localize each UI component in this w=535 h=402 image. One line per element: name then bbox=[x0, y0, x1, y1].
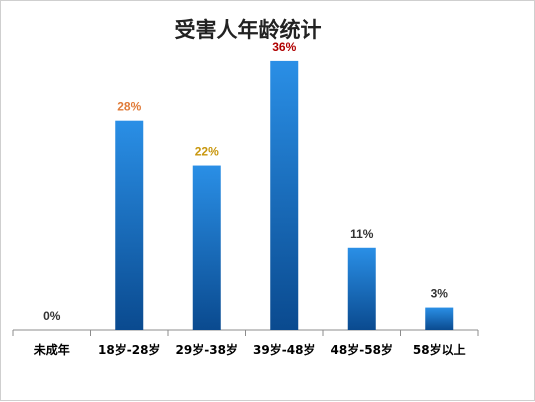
x-tick-label: 29岁-38岁 bbox=[176, 342, 238, 357]
bar bbox=[270, 60, 299, 331]
data-label: 3% bbox=[431, 287, 449, 301]
bar bbox=[425, 307, 454, 330]
data-label: 28% bbox=[117, 100, 141, 114]
x-tick-label: 18岁-28岁 bbox=[98, 342, 160, 357]
data-label: 22% bbox=[195, 145, 219, 159]
x-tick-label: 未成年 bbox=[33, 342, 70, 357]
data-label: 36% bbox=[272, 40, 296, 54]
x-tick-label: 48岁-58岁 bbox=[331, 342, 393, 357]
chart-title: 受害人年龄统计 bbox=[175, 17, 322, 42]
plot-area: 0% 未成年 28% 18岁-28岁 22% 29岁-38岁 36% 39岁-48岁 11% 48… bbox=[12, 40, 479, 357]
x-tick-label: 39岁-48岁 bbox=[253, 342, 315, 357]
bar bbox=[192, 165, 221, 330]
data-label: 0% bbox=[43, 309, 61, 323]
bar bbox=[347, 247, 376, 330]
data-label: 11% bbox=[350, 227, 374, 241]
bar bbox=[115, 120, 144, 330]
x-tick-label: 58岁以上 bbox=[413, 342, 466, 357]
